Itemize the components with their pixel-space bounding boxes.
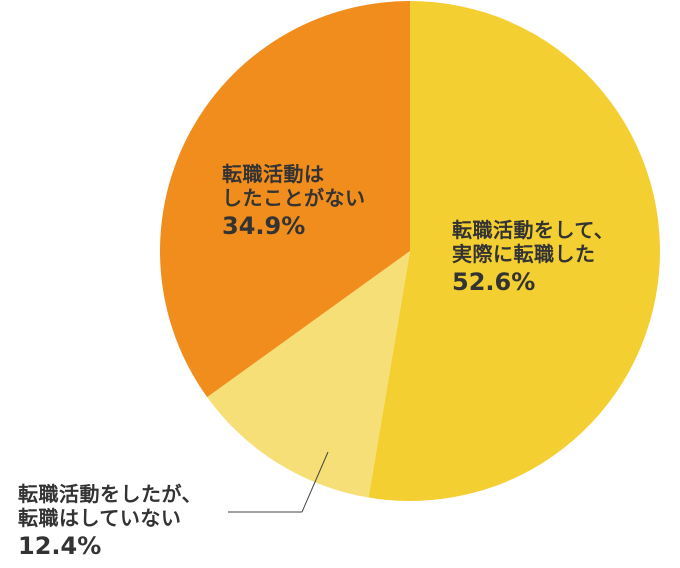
pie-slice-not-active [159, 1, 410, 398]
slice-value: 34.9% [222, 212, 306, 240]
pie-slice-transferred [368, 1, 660, 501]
slice-value: 12.4% [18, 532, 102, 560]
slice-label-line: したことがない [222, 186, 366, 210]
slice-label-not-transferred: 転職活動をしたが、 転職はしていない 12.4% [18, 482, 202, 561]
slice-label-line: 実際に転職した [452, 242, 596, 266]
slice-label-line: 転職活動をして、 [452, 218, 615, 242]
slice-value: 52.6% [452, 268, 536, 296]
slice-label-not-active: 転職活動は したことがない 34.9% [222, 162, 366, 241]
leader-line [301, 451, 329, 513]
slice-label-line: 転職活動をしたが、 [18, 482, 203, 506]
slice-label-transferred: 転職活動をして、 実際に転職した 52.6% [452, 218, 614, 297]
slice-label-line: 転職はしていない [18, 506, 182, 530]
slice-label-line: 転職活動は [222, 162, 325, 186]
pie-slice-not-transferred [207, 251, 410, 498]
